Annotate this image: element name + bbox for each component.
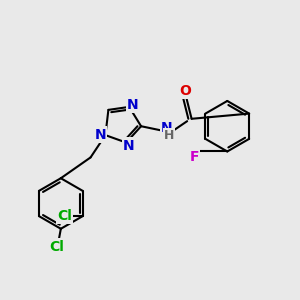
Text: H: H xyxy=(164,129,174,142)
Text: N: N xyxy=(127,98,139,112)
Text: N: N xyxy=(161,121,172,135)
Text: N: N xyxy=(94,128,106,142)
Text: F: F xyxy=(190,150,199,164)
Text: N: N xyxy=(123,139,134,152)
Text: Cl: Cl xyxy=(49,240,64,254)
Text: Cl: Cl xyxy=(57,209,72,223)
Text: O: O xyxy=(180,84,192,98)
